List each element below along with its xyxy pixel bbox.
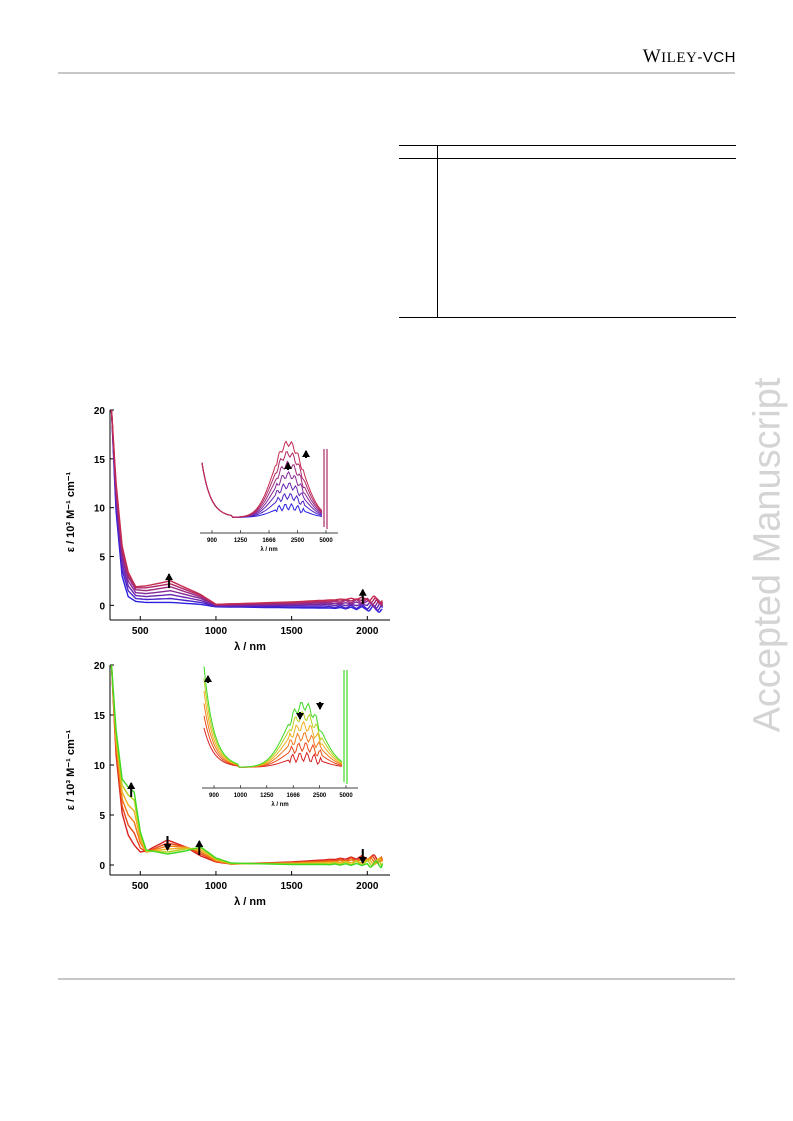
inset-x-tick-label: 1250: [234, 538, 248, 544]
series-group: [110, 409, 384, 613]
trend-arrow: [165, 573, 174, 589]
inset-noise-spike: [343, 670, 348, 784]
x-tick-label: 1500: [280, 881, 303, 892]
x-tick-label: 1500: [280, 626, 303, 637]
publisher-logo: WILEY-VCH: [643, 46, 736, 68]
header-rule: [58, 72, 735, 74]
inset-series-line: [203, 727, 343, 768]
series-line: [110, 664, 384, 867]
inset-series-line: [203, 715, 343, 768]
y-tick-label: 5: [99, 553, 105, 564]
table-header-rule: [399, 158, 736, 159]
y-tick-label: 20: [94, 661, 106, 672]
inset-x-label: λ / nm: [260, 547, 277, 553]
trend-arrow: [358, 849, 367, 864]
inset-plot: 900 1250 1666 2500 5000 λ / nm: [200, 440, 338, 553]
series-line: [110, 409, 384, 612]
inset-plot: 900 1000 1250 1666 2500 5000 λ / nm: [202, 666, 358, 808]
y-axis-label: ε / 10³ M⁻¹ cm⁻¹: [65, 471, 77, 552]
trend-arrow: [127, 782, 136, 797]
inset-x-tick-label: 5000: [339, 793, 353, 799]
inset-noise-spike: [323, 449, 328, 529]
inset-trend-arrow: [204, 675, 212, 683]
x-tick-label: 500: [132, 626, 149, 637]
logo-vch: -VCH: [697, 49, 736, 66]
inset-x-tick-label: 1250: [260, 793, 274, 799]
series-group: [110, 664, 384, 869]
inset-x-tick-label: 900: [209, 793, 220, 799]
series-line: [110, 409, 383, 613]
inset-series-line: [203, 690, 343, 768]
axes: 0 5 10 15 20 500 1000 1500 2000: [94, 661, 390, 892]
inset-series-line: [203, 678, 343, 768]
series-line: [110, 409, 384, 607]
inset-x-label: λ / nm: [271, 802, 288, 808]
inset-x-tick-label: 900: [207, 538, 218, 544]
table: [399, 145, 736, 318]
inset-x-tick-label: 5000: [319, 538, 333, 544]
y-tick-label: 10: [94, 761, 106, 772]
x-tick-label: 1000: [205, 626, 228, 637]
logo-iley: ILEY: [661, 50, 698, 66]
inset-trend-arrow: [302, 450, 310, 458]
x-tick-label: 2000: [356, 881, 379, 892]
trend-arrow: [358, 588, 367, 604]
y-tick-label: 0: [99, 601, 105, 612]
logo-w: W: [642, 46, 662, 67]
inset-x-tick-label: 1000: [234, 793, 248, 799]
footer-rule: [58, 978, 735, 980]
series-line: [110, 409, 383, 606]
figure-top: ε / 10³ M⁻¹ cm⁻¹ λ / nm 0 5 10 15 20 500 1000 1…: [65, 406, 390, 653]
inset-x-tick-label: 1666: [287, 793, 301, 799]
series-line: [110, 409, 384, 610]
y-tick-label: 20: [94, 406, 106, 417]
figure-bottom: ε / 10³ M⁻¹ cm⁻¹ λ / nm 0 5 10 15 20 500 1000 1…: [65, 661, 390, 908]
y-tick-label: 15: [94, 455, 106, 466]
y-axis-label: ε / 10³ M⁻¹ cm⁻¹: [65, 729, 77, 810]
inset-x-tick-label: 2500: [291, 538, 305, 544]
inset-x-tick-label: 2500: [313, 793, 327, 799]
trend-arrow: [195, 840, 204, 855]
x-tick-label: 2000: [356, 626, 379, 637]
x-axis-label: λ / nm: [234, 896, 266, 908]
y-tick-label: 15: [94, 711, 106, 722]
axes: 0 5 10 15 20 500 1000 1500 2000: [94, 406, 390, 637]
series-line: [110, 409, 384, 607]
x-axis-label: λ / nm: [234, 641, 266, 653]
inset-x-tick-label: 1666: [262, 538, 276, 544]
x-tick-label: 1000: [205, 881, 228, 892]
series-line: [110, 664, 384, 869]
table-column-rule: [437, 146, 438, 317]
inset-trend-arrow: [284, 462, 292, 470]
y-tick-label: 5: [99, 811, 105, 822]
trend-arrow: [163, 836, 172, 851]
series-line: [110, 409, 383, 608]
inset-trend-arrow: [316, 702, 324, 710]
y-tick-label: 10: [94, 504, 106, 515]
y-tick-label: 0: [99, 861, 105, 872]
inset-series-line: [203, 666, 343, 768]
inset-series-line: [201, 440, 323, 518]
watermark: Accepted Manuscript: [746, 377, 789, 733]
inset-trend-arrow: [296, 712, 304, 720]
inset-series-line: [203, 703, 343, 768]
x-tick-label: 500: [132, 881, 149, 892]
